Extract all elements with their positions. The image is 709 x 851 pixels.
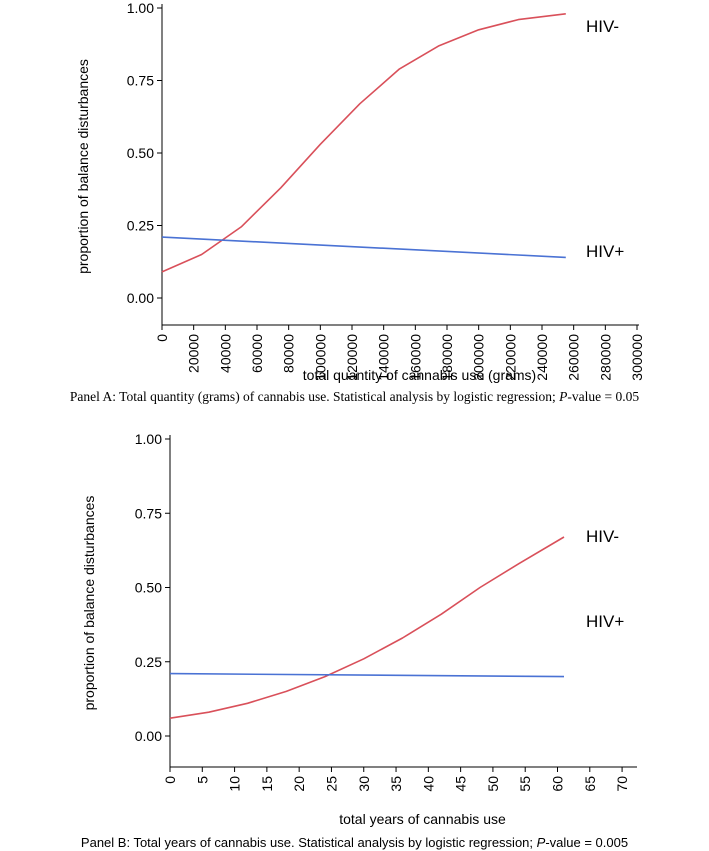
chart-b-y-tick-label: 0.00 <box>135 728 162 744</box>
chart-a-x-tick-label: 220000 <box>502 334 518 381</box>
chart-a-x-tick-label: 60000 <box>249 334 265 373</box>
caption-a: Panel A: Total quantity (grams) of canna… <box>0 389 709 405</box>
chart-b-series-hiv-positive-label: HIV+ <box>586 612 624 631</box>
chart-b-x-tick-label: 50 <box>485 776 501 792</box>
chart-a-y-tick-label: 0.75 <box>127 73 154 89</box>
chart-b-x-tick-label: 40 <box>420 776 436 792</box>
chart-a-x-tick-label: 280000 <box>597 334 613 381</box>
chart-b-y-axis-title: proportion of balance disturbances <box>81 496 97 711</box>
chart-a-series-hiv-negative-line <box>161 13 566 273</box>
caption-b-prefix: Panel B: Total years of cannabis use. St… <box>80 835 537 850</box>
chart-a-y-tick-label: 1.00 <box>127 0 154 16</box>
chart-b-x-tick-label: 65 <box>582 776 598 792</box>
chart-a-x-tick-label: 260000 <box>566 334 582 381</box>
chart-b-series-hiv-negative-line <box>169 536 565 719</box>
chart-b-series-hiv-negative-label: HIV- <box>586 527 619 546</box>
chart-b-y-tick-label: 0.75 <box>135 505 162 521</box>
chart-a-series-hiv-positive-label: HIV+ <box>586 242 624 261</box>
chart-a-x-tick-label: 40000 <box>217 334 233 373</box>
chart-b-x-axis-title: total years of cannabis use <box>339 811 506 827</box>
chart-a-x-tick-label: 180000 <box>439 334 455 381</box>
chart-a-y-axis-title: proportion of balance disturbances <box>75 59 91 274</box>
chart-b-y-tick-label: 1.00 <box>135 431 162 447</box>
chart-a-x-tick-label: 140000 <box>376 334 392 381</box>
chart-b-x-tick-label: 25 <box>323 776 339 792</box>
chart-a: 0.00 0.25 0.50 0.75 1.00 0 20000 40000 60000 8000… <box>75 0 645 383</box>
chart-a-x-tick-label: 100000 <box>312 334 328 381</box>
panel-a: 0.00 0.25 0.50 0.75 1.00 0 20000 40000 60000 8000… <box>0 0 709 418</box>
caption-a-prefix: Panel A: Total quantity (grams) of canna… <box>69 389 560 404</box>
chart-b-x-tick-label: 15 <box>259 776 275 792</box>
chart-a-x-tick-label: 0 <box>154 334 170 342</box>
chart-a-x-axis-title: total quantity of cannabis use (grams) <box>303 367 536 383</box>
chart-b-x-tick-label: 30 <box>356 776 372 792</box>
chart-b-x-tick-label: 45 <box>453 776 469 792</box>
chart-a-y-tick-label: 0.25 <box>127 218 154 234</box>
chart-a-x-tick-label: 20000 <box>186 334 202 373</box>
chart-b-x-tick-label: 5 <box>194 776 210 784</box>
chart-b-x-tick-label: 0 <box>162 776 178 784</box>
chart-b-x-tick-label: 70 <box>614 776 630 792</box>
chart-a-series-hiv-positive-line <box>161 236 566 259</box>
chart-a-x-tick-label: 240000 <box>534 334 550 381</box>
chart-b-x-tick-label: 10 <box>227 776 243 792</box>
chart-a-x-tick-label: 80000 <box>281 334 297 373</box>
caption-b-suffix: -value = 0.005 <box>545 835 629 850</box>
caption-a-suffix: -value = 0.05 <box>567 389 640 404</box>
panel-b: 0.00 0.25 0.50 0.75 1.00 0 5 10 15 20 25 30 35 40 45 50… <box>0 425 709 851</box>
chart-a-x-tick-label: 120000 <box>344 334 360 381</box>
chart-a-series-hiv-negative-label: HIV- <box>586 17 619 36</box>
chart-b-series-hiv-positive-line <box>169 672 565 678</box>
chart-b-y-tick-label: 0.25 <box>135 654 162 670</box>
chart-b-x-tick-label: 20 <box>291 776 307 792</box>
chart-a-x-tick-label: 200000 <box>471 334 487 381</box>
caption-b-p: P <box>536 835 546 850</box>
chart-b-x-tick-label: 35 <box>388 776 404 792</box>
caption-b: Panel B: Total years of cannabis use. St… <box>0 835 709 850</box>
chart-a-x-tick-label: 160000 <box>407 334 423 381</box>
chart-b-x-tick-label: 55 <box>517 776 533 792</box>
chart-a-x-tick-label: 300000 <box>629 334 645 381</box>
chart-b-y-tick-label: 0.50 <box>135 580 162 596</box>
chart-b: 0.00 0.25 0.50 0.75 1.00 0 5 10 15 20 25 30 35 40 45 50… <box>81 431 637 827</box>
caption-a-p: P <box>559 389 568 404</box>
chart-a-y-tick-label: 0.50 <box>127 145 154 161</box>
chart-b-x-tick-label: 60 <box>550 776 566 792</box>
chart-a-y-tick-label: 0.00 <box>127 290 154 306</box>
